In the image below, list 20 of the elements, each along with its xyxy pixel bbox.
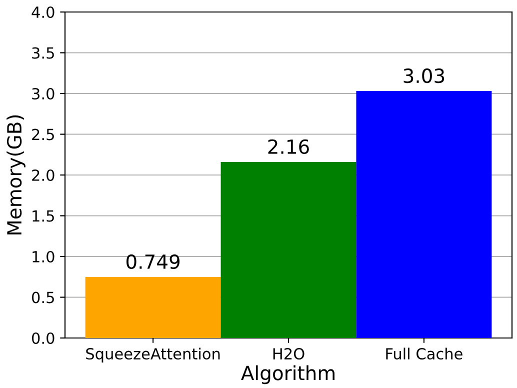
y-tick-label: 0.5 <box>32 292 54 304</box>
x-tick-label: SqueezeAttention <box>86 348 220 363</box>
bar <box>356 91 492 338</box>
data-label: 2.16 <box>268 139 309 154</box>
y-tick-label: 3.0 <box>32 88 54 100</box>
bar <box>85 276 221 338</box>
data-label: 0.749 <box>126 254 180 270</box>
y-tick-label: 2.0 <box>32 169 54 182</box>
y-tick-label: 4.0 <box>32 6 54 18</box>
x-axis-title: Algorithm <box>241 365 334 384</box>
y-axis-title: Memory(GB) <box>6 115 26 234</box>
data-label: 3.03 <box>404 68 444 84</box>
x-tick-label: Full Cache <box>386 348 462 360</box>
y-tick-label: 1.0 <box>32 250 54 263</box>
bar <box>220 162 356 338</box>
y-tick-label: 2.5 <box>32 128 54 140</box>
x-tick-label: H2O <box>273 348 304 360</box>
y-tick-label: 3.5 <box>32 47 54 59</box>
y-tick-label: 0.0 <box>32 332 54 344</box>
y-tick-label: 1.5 <box>32 210 54 222</box>
